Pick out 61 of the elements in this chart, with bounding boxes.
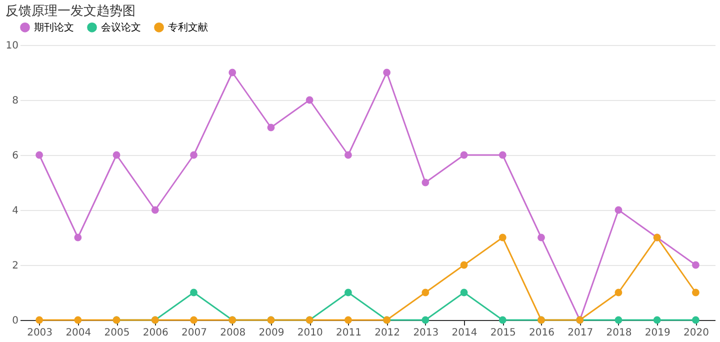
point xyxy=(692,261,700,269)
point xyxy=(344,288,352,296)
x-tick-label: 2014 xyxy=(452,328,478,338)
x-tick-label: 2003 xyxy=(27,328,53,338)
point xyxy=(422,316,430,324)
point xyxy=(614,206,622,214)
y-tick-label: 10 xyxy=(6,40,18,52)
x-tick-label: 2016 xyxy=(529,328,554,338)
point xyxy=(538,234,545,242)
point xyxy=(383,68,391,76)
x-tick-label: 2010 xyxy=(297,328,323,338)
x-tick-label: 2006 xyxy=(142,328,168,338)
x-tick-label: 2013 xyxy=(413,328,439,338)
point xyxy=(614,288,622,296)
point xyxy=(460,288,468,296)
point xyxy=(498,151,506,159)
point xyxy=(498,316,506,324)
point xyxy=(267,124,275,132)
x-tick-label: 2005 xyxy=(104,328,130,338)
point xyxy=(228,68,236,76)
chart-title: 反馈原理一发文趋势图 xyxy=(5,4,136,19)
point xyxy=(692,316,700,324)
point xyxy=(498,234,506,242)
y-tick-label: 2 xyxy=(12,260,18,272)
point xyxy=(151,206,159,214)
point xyxy=(653,316,661,324)
point xyxy=(344,316,352,324)
point xyxy=(422,178,430,186)
x-tick-label: 2020 xyxy=(683,328,709,338)
point xyxy=(190,316,198,324)
point xyxy=(74,316,82,324)
point xyxy=(460,151,468,159)
point xyxy=(74,234,82,242)
point xyxy=(614,316,622,324)
x-tick-label: 2009 xyxy=(258,328,284,338)
x-tick-label: 2012 xyxy=(374,328,400,338)
y-tick-label: 4 xyxy=(12,206,18,216)
x-tick-label: 2015 xyxy=(490,328,516,338)
point xyxy=(692,288,700,296)
y-tick-label: 6 xyxy=(12,150,18,162)
x-tick-label: 2008 xyxy=(220,328,246,338)
point xyxy=(112,151,120,159)
point xyxy=(36,151,44,159)
legend-label: 会议论文 xyxy=(101,21,141,34)
point xyxy=(36,316,44,324)
point xyxy=(306,96,314,104)
x-tick-label: 2004 xyxy=(66,328,92,338)
x-tick-label: 2017 xyxy=(568,328,594,338)
point xyxy=(190,151,198,159)
point xyxy=(422,288,430,296)
x-tick-label: 2007 xyxy=(182,328,207,338)
point xyxy=(344,151,352,159)
legend-label: 期刊论文 xyxy=(34,21,74,34)
legend-label: 专利文献 xyxy=(168,21,208,34)
x-tick-label: 2018 xyxy=(606,328,632,338)
x-tick-label: 2019 xyxy=(644,328,670,338)
point xyxy=(460,261,468,269)
point xyxy=(190,288,198,296)
x-tick-label: 2011 xyxy=(336,328,362,338)
y-tick-label: 8 xyxy=(12,96,18,106)
y-tick-label: 0 xyxy=(12,316,18,326)
